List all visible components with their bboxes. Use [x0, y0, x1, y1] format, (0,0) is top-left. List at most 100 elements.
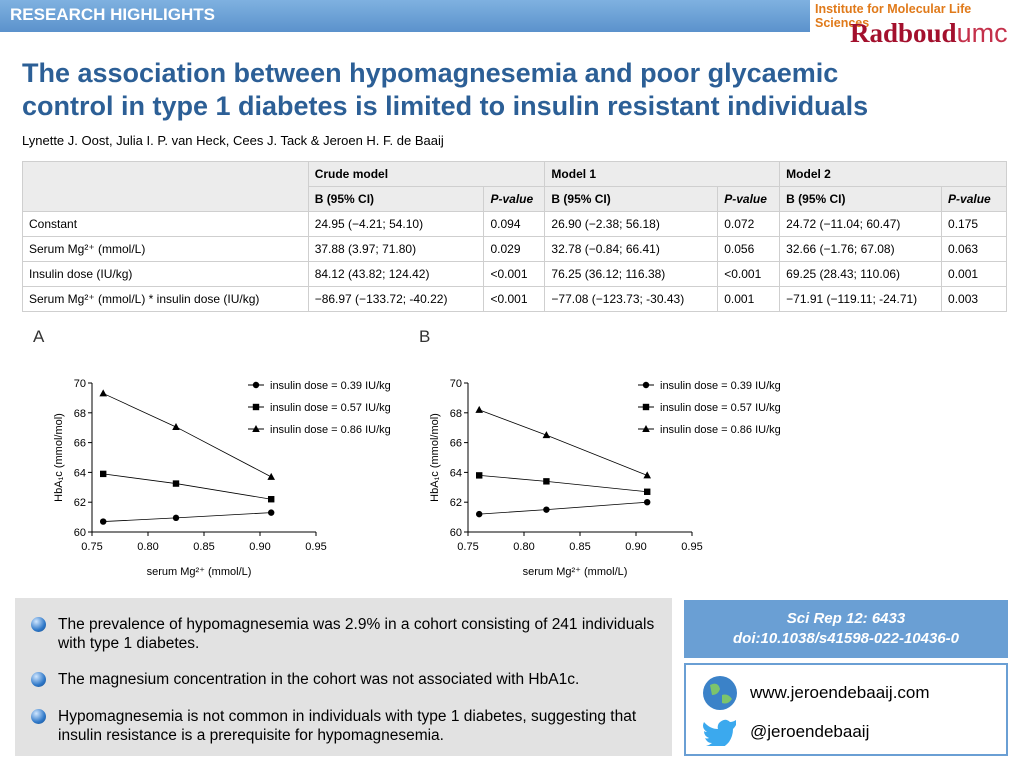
table-row: Constant 24.95 (−4.21; 54.10) 0.094 26.90 (… [22, 211, 1007, 237]
row-label: Serum Mg²⁺ (mmol/L) [22, 236, 309, 262]
row-label: Constant [22, 211, 309, 237]
title-line: The association between hypomagnesemia a… [22, 58, 839, 88]
marker [476, 510, 483, 518]
table-cell: 76.25 (36.12; 116.38) [544, 261, 719, 287]
x-tick-label: 0.80 [137, 541, 158, 553]
legend-marker [252, 403, 260, 411]
marker [100, 470, 107, 478]
marker [542, 431, 551, 439]
marker [643, 471, 651, 479]
y-tick-label: 70 [450, 378, 462, 390]
marker [268, 496, 275, 503]
x-tick-label: 0.95 [681, 541, 702, 553]
marker [543, 478, 550, 485]
subheader: B (95% CI) [307, 186, 485, 212]
legend-marker [642, 425, 650, 432]
table-cell: 32.66 (−1.76; 67.08) [779, 236, 943, 262]
table-cell: −77.08 (−123.73; -30.43) [544, 286, 719, 312]
y-tick-label: 66 [450, 438, 462, 450]
table-cell: 0.063 [941, 236, 1007, 262]
panel-label: B [419, 327, 430, 346]
website[interactable]: www.jeroendebaaij.com [750, 683, 930, 702]
table-cell: 32.78 (−0.84; 66.41) [544, 236, 719, 262]
table-cell: 0.094 [483, 211, 546, 237]
series-line [103, 473, 272, 500]
legend-label: insulin dose = 0.39 IU/kg [660, 380, 781, 392]
y-tick-label: 60 [450, 527, 462, 539]
corner-cell [22, 161, 309, 212]
marker [267, 472, 275, 480]
legend-label: insulin dose = 0.39 IU/kg [270, 380, 391, 392]
x-tick-label: 0.95 [305, 541, 326, 553]
table-cell: 84.12 (43.82; 124.42) [307, 261, 485, 287]
x-tick-label: 0.75 [81, 541, 102, 553]
marker [172, 480, 180, 487]
doi: doi:10.1038/s41598-022-10436-0 [733, 630, 959, 647]
logo-main: Radboud [850, 18, 957, 48]
table-cell: 0.003 [941, 286, 1007, 312]
subheader: B (95% CI) [779, 186, 943, 212]
y-axis-label: HbA₁c (mmol/mol) [53, 413, 65, 502]
table-cell: −71.91 (−119.11; -24.71) [779, 286, 943, 312]
bullet: The prevalence of hypomagnesemia was 2.9… [31, 615, 668, 653]
y-tick-label: 60 [74, 527, 86, 539]
row-label: Serum Mg²⁺ (mmol/L) * insulin dose (IU/k… [22, 286, 309, 312]
x-tick-label: 0.90 [625, 541, 646, 553]
table-row: Serum Mg²⁺ (mmol/L) * insulin dose (IU/k… [22, 286, 1007, 312]
marker [100, 518, 107, 525]
series-line [103, 393, 272, 478]
marker [268, 509, 275, 516]
marker [644, 499, 651, 506]
authors: Lynette J. Oost, Julia I. P. van Heck, C… [22, 133, 444, 148]
table-cell: 37.88 (3.97; 71.80) [307, 236, 485, 262]
marker [476, 472, 483, 479]
marker [172, 514, 180, 522]
x-tick-label: 0.90 [249, 541, 270, 553]
panel-label: A [33, 327, 45, 346]
charts: A 60 62 64 66 68 70 0.75 0.80 0.85 0.90 0.95 serum M… [33, 327, 781, 578]
globe-icon [703, 676, 737, 710]
links-box [684, 663, 1008, 756]
series-line [479, 409, 648, 476]
table-cell: 24.72 (−11.04; 60.47) [779, 211, 943, 237]
marker [543, 506, 550, 513]
table-cell: −86.97 (−133.72; -40.22) [307, 286, 485, 312]
journal: Sci Rep 12: 6433 [786, 610, 906, 627]
twitter-handle[interactable]: @jeroendebaaij [750, 722, 870, 741]
header-row: Crude model Model 1 Model 2 [22, 161, 1007, 212]
y-tick-label: 62 [450, 497, 462, 509]
marker [475, 405, 483, 413]
subheader: P-value [941, 186, 1007, 212]
table-cell: 0.001 [941, 261, 1007, 287]
twitter-icon [702, 719, 736, 746]
table-cell: 0.072 [717, 211, 781, 237]
y-tick-label: 68 [450, 408, 462, 420]
bullet: Hypomagnesemia is not common in individu… [31, 707, 668, 745]
x-axis-label: serum Mg²⁺ (mmol/L) [523, 566, 628, 578]
series-line [103, 512, 272, 522]
table-cell: 0.029 [483, 236, 546, 262]
legend-label: insulin dose = 0.86 IU/kg [270, 424, 391, 436]
y-tick-label: 64 [450, 467, 462, 479]
title-line: control in type 1 diabetes is limited to… [22, 91, 869, 121]
marker [644, 488, 651, 495]
legend-label: insulin dose = 0.57 IU/kg [660, 402, 781, 414]
table-cell: 0.001 [717, 286, 781, 312]
table-cell: 26.90 (−2.38; 56.18) [544, 211, 719, 237]
y-tick-label: 68 [74, 408, 86, 420]
reference-box: Sci Rep 12: 6433 doi:10.1038/s41598-022-1… [684, 600, 1008, 658]
x-tick-label: 0.75 [457, 541, 478, 553]
table-cell: <0.001 [483, 286, 546, 312]
table-cell: <0.001 [483, 261, 546, 287]
marker [99, 389, 107, 397]
subheader: P-value [717, 186, 781, 212]
x-tick-label: 0.85 [193, 541, 214, 553]
table-cell: 24.95 (−4.21; 54.10) [307, 211, 485, 237]
y-tick-label: 70 [74, 378, 86, 390]
bullet: The magnesium concentration in the cohor… [31, 670, 668, 689]
legend-label: insulin dose = 0.86 IU/kg [660, 424, 781, 436]
subheader: B (95% CI) [544, 186, 719, 212]
group-header: Model 1 [544, 161, 781, 187]
